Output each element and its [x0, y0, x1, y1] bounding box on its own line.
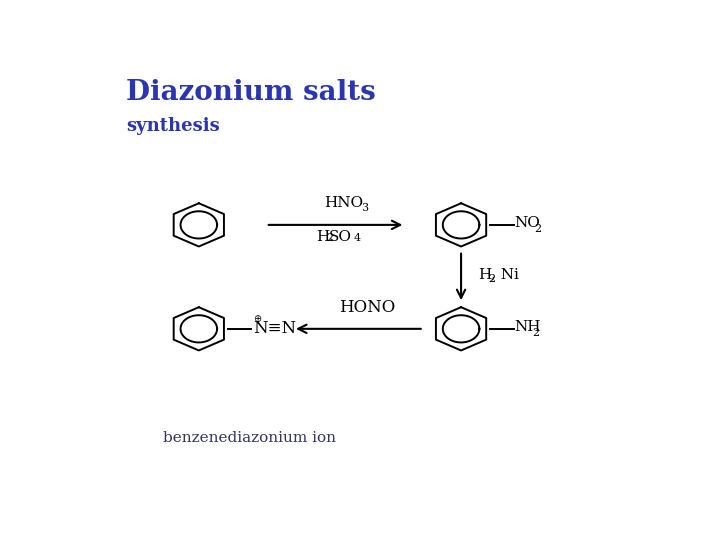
Text: 2: 2 [535, 224, 542, 234]
Text: 2: 2 [488, 274, 495, 284]
Text: H: H [478, 268, 491, 282]
Text: NO: NO [515, 216, 541, 230]
Text: Diazonium salts: Diazonium salts [126, 79, 376, 106]
Text: HNO: HNO [324, 197, 364, 210]
Text: H: H [316, 230, 329, 244]
Text: N≡N: N≡N [253, 320, 296, 338]
Text: 4: 4 [354, 233, 361, 243]
Text: synthesis: synthesis [126, 117, 220, 135]
Text: 3: 3 [361, 203, 369, 213]
Text: , Ni: , Ni [490, 268, 518, 282]
Text: HONO: HONO [339, 299, 395, 316]
Text: 2: 2 [533, 328, 539, 338]
Text: ⊕: ⊕ [253, 314, 261, 324]
Text: SO: SO [329, 230, 352, 244]
Text: 2: 2 [326, 233, 333, 243]
Text: benzenediazonium ion: benzenediazonium ion [163, 431, 336, 446]
Text: NH: NH [515, 320, 541, 334]
